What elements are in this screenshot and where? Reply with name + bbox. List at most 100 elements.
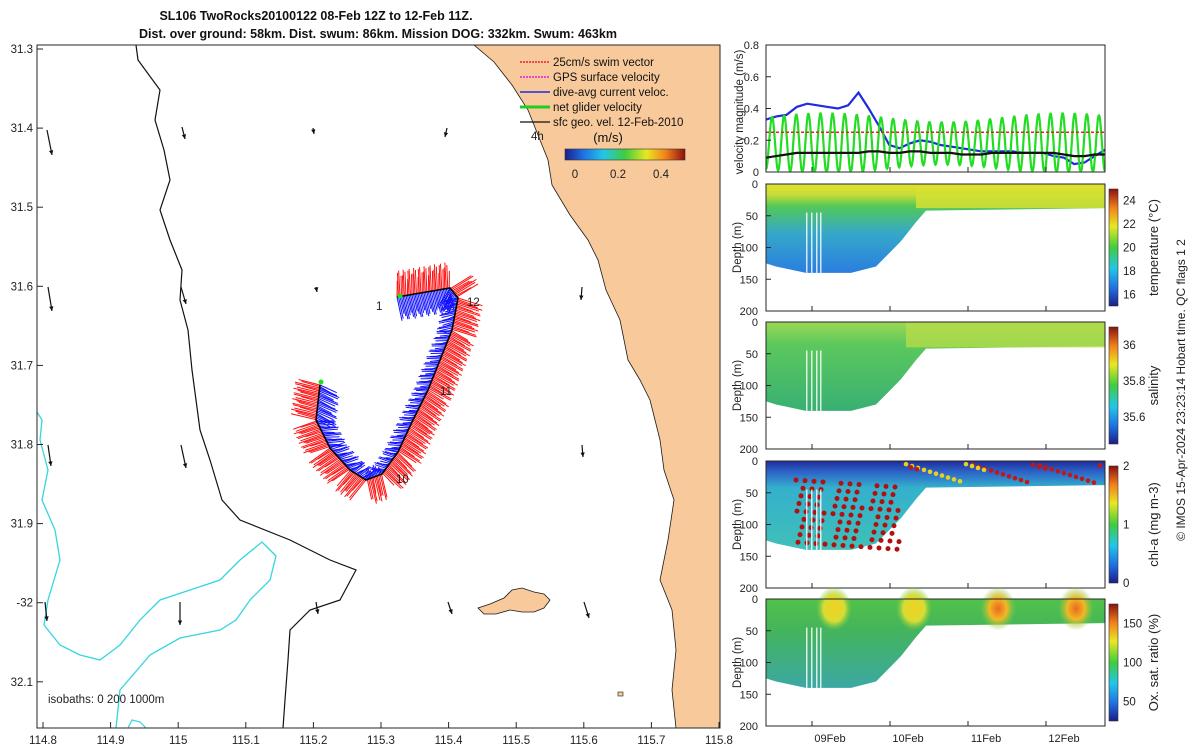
swim-vector [317, 449, 333, 460]
swim-vector [442, 352, 466, 367]
swim-vector [428, 387, 451, 401]
current-vector [318, 395, 339, 404]
title-line-2: Dist. over ground: 58km. Dist. swum: 86k… [139, 27, 617, 41]
current-vector [439, 327, 453, 332]
map-x-tick-label: 115 [169, 735, 187, 747]
current-vector [385, 447, 400, 451]
current-vector [317, 407, 333, 416]
data-gap [811, 627, 813, 688]
colorbar-tick-0: 0 [572, 169, 578, 181]
chl-high-point [848, 512, 854, 518]
swim-vector [336, 470, 351, 487]
chl-high-point [895, 508, 901, 514]
current-vector [364, 469, 377, 480]
geo-arrow-head [443, 132, 449, 137]
current-vector [441, 299, 458, 303]
swim-vector [455, 309, 475, 317]
swim-vector [292, 402, 318, 410]
swim-vector [427, 389, 444, 400]
swim-vector [320, 458, 341, 474]
current-vector [344, 458, 359, 465]
swim-vector [389, 463, 408, 481]
swim-vector [297, 389, 319, 397]
current-vector [438, 324, 454, 329]
swim-vector [421, 401, 445, 417]
current-vector [319, 390, 339, 400]
chl-high-point [802, 478, 808, 484]
chl-point [988, 468, 994, 473]
map-x-tick-label: 115.6 [570, 735, 598, 747]
chl-point [939, 473, 945, 478]
chl-high-point [856, 481, 862, 487]
swim-vector [395, 454, 415, 472]
map-y-tick-label: -32 [16, 598, 33, 610]
swim-vector [405, 435, 427, 450]
swim-vector [407, 431, 426, 445]
map-x-tick-label: 115.7 [637, 735, 665, 747]
swim-vector [435, 369, 453, 381]
swim-vector [421, 402, 440, 417]
oxygen-maximum [1058, 586, 1094, 631]
current-vector [321, 428, 339, 431]
legend-gps-label: GPS surface velocity [553, 72, 660, 84]
swim-vector [371, 477, 378, 502]
swim-vector [412, 419, 433, 433]
chl-high-point [832, 503, 838, 509]
swim-vector [310, 446, 330, 454]
map-x-tick-label: 115.5 [502, 735, 530, 747]
chl-point [1085, 478, 1091, 483]
swim-vector [310, 440, 327, 447]
chl-point [933, 471, 939, 477]
chl-point [921, 467, 927, 473]
current-vector [396, 296, 403, 321]
swim-vector [453, 280, 472, 293]
chl-high-point [868, 506, 874, 512]
current-vector [421, 368, 436, 371]
swim-vector [451, 330, 469, 341]
depth-tick-label: 200 [740, 721, 758, 733]
isobath-legend: isobaths: 0 200 1000m [48, 694, 164, 706]
current-vector [357, 465, 370, 476]
swim-vector [300, 438, 326, 448]
swim-vector [454, 281, 476, 295]
current-vector [406, 295, 412, 313]
chl-high-point [853, 528, 859, 534]
colorbar-tick-label: 35.6 [1123, 412, 1145, 424]
chl-high-point [887, 538, 893, 544]
chl-high-point [878, 537, 884, 543]
glider-track [315, 287, 459, 481]
swim-vector [326, 462, 344, 475]
swim-vector [433, 264, 437, 291]
day-label-4h: 4h [531, 131, 544, 143]
current-vector [424, 292, 431, 315]
swim-vector [398, 450, 417, 464]
swim-vector [398, 270, 401, 297]
swim-vector [419, 405, 442, 421]
current-vector [337, 452, 350, 457]
swim-vector [413, 417, 429, 430]
swim-vector [407, 270, 410, 295]
geo-arrow-head [181, 134, 187, 139]
current-vector [316, 416, 337, 426]
swim-vectors [291, 262, 483, 504]
swim-vector [332, 465, 347, 476]
swim-vector [397, 452, 413, 467]
chl-high-point [857, 513, 863, 519]
geo-arrow-head [313, 287, 319, 292]
current-vector [440, 289, 452, 306]
swim-vector [351, 478, 364, 491]
colorbar-unit: (m/s) [593, 130, 623, 145]
depth-tick-label: 200 [740, 444, 758, 456]
chl-high-point [833, 534, 839, 540]
swim-vector [438, 265, 441, 290]
swim-vector [379, 474, 387, 501]
chl-high-point [869, 537, 875, 543]
colorbar-tick-label: 16 [1123, 289, 1136, 301]
swim-vector [344, 476, 362, 498]
current-vector [318, 393, 335, 402]
swim-vector [457, 299, 477, 307]
chl-high-point [893, 515, 899, 521]
current-vector [383, 457, 393, 461]
colorbar-tick-label: 100 [1123, 658, 1142, 670]
colorbar-tick-label: 0 [1123, 578, 1129, 590]
